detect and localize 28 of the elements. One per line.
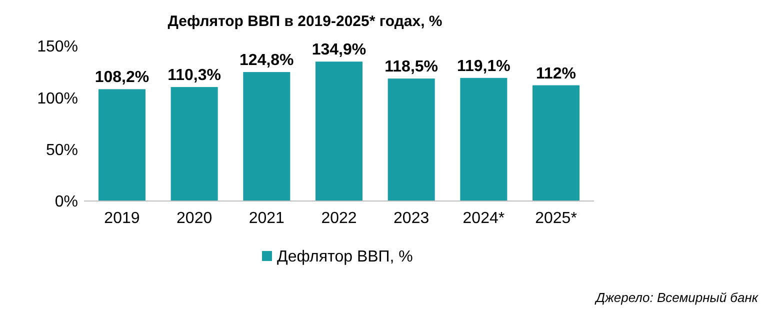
bar xyxy=(460,78,508,201)
x-tick-label: 2024* xyxy=(462,210,505,227)
y-tick-label: 100% xyxy=(37,90,78,108)
bar xyxy=(315,62,363,201)
data-label: 112% xyxy=(536,65,576,82)
x-tick-label: 2019 xyxy=(104,210,140,227)
bar xyxy=(170,87,218,201)
x-tick-label: 2023 xyxy=(394,210,430,227)
bar xyxy=(243,72,290,201)
bar xyxy=(388,78,435,201)
y-tick-label: 50% xyxy=(46,142,78,159)
x-tick-label: 2022 xyxy=(321,210,357,227)
bar xyxy=(98,89,146,201)
x-tick-label: 2021 xyxy=(248,210,285,227)
y-tick-label: 0% xyxy=(54,194,78,211)
data-label: 119,1% xyxy=(456,58,510,75)
x-tick-label: 2020 xyxy=(176,210,212,227)
legend-label: Дефлятор ВВП, % xyxy=(277,248,413,266)
data-label: 108,2% xyxy=(94,69,150,86)
data-label: 124,8% xyxy=(240,52,294,70)
data-label: 110,3% xyxy=(168,67,222,84)
text: Джерело: Всемирный банк xyxy=(594,290,759,305)
x-tick-label: 2025* xyxy=(535,210,577,227)
chart-title: Дефлятор ВВП в 2019-2025* годах, % xyxy=(168,13,442,30)
y-tick-label: 150% xyxy=(37,38,78,56)
bar xyxy=(532,85,580,201)
data-label: 118,5% xyxy=(384,58,438,76)
data-label: 134,9% xyxy=(312,42,366,59)
